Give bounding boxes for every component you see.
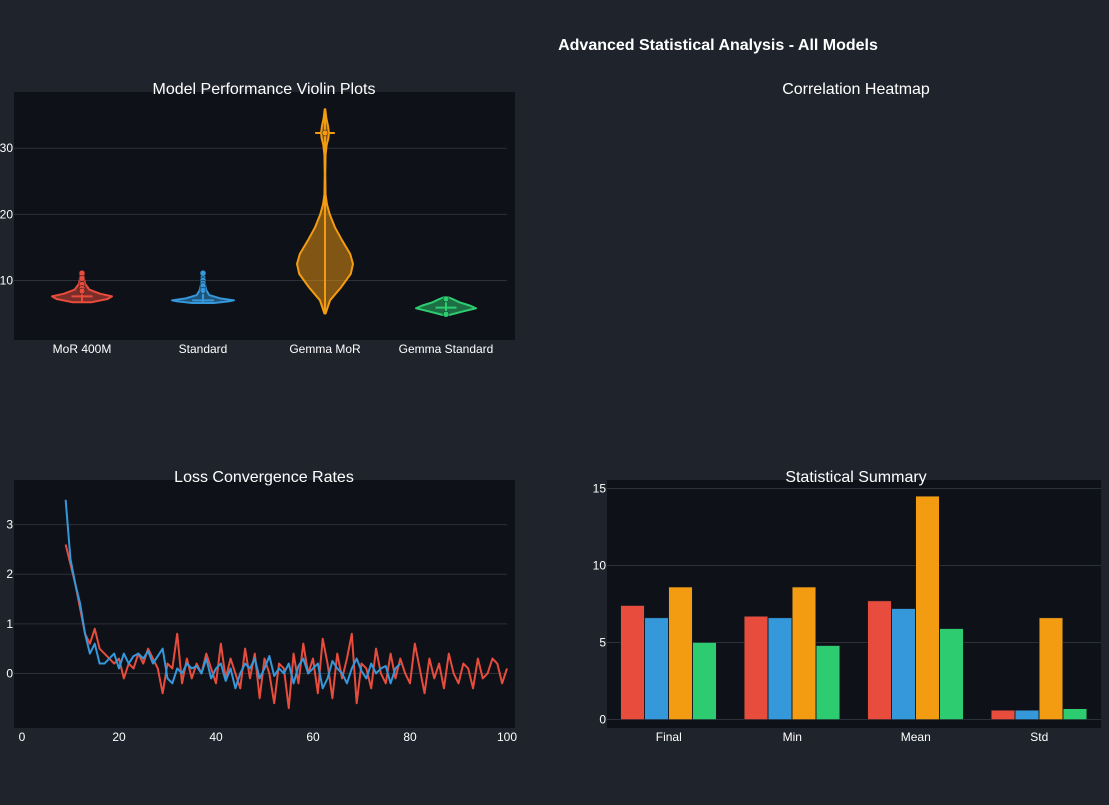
summary-x-tick-label: Std	[1030, 730, 1048, 744]
summary-bar	[792, 586, 816, 720]
violin-outlier-point	[442, 310, 450, 318]
violin-x-tick-label: MoR 400M	[53, 342, 112, 356]
summary-bar	[939, 628, 964, 720]
summary-y-tick-label: 5	[599, 636, 606, 650]
loss-y-tick-label: 0	[6, 666, 13, 680]
summary-y-tick-label: 0	[599, 713, 606, 727]
loss-lines	[64, 499, 508, 710]
violin-y-axis: 10 20 30	[0, 141, 13, 287]
summary-bar	[644, 617, 669, 720]
summary-bars	[620, 495, 1087, 720]
summary-bar	[692, 642, 717, 720]
violin-panel: 10 20 30 MoR 400M Standard Gemma MoR Gemma St…	[0, 81, 515, 356]
heatmap-title: Correlation Heatmap	[782, 81, 930, 98]
violin-outlier-point	[199, 269, 207, 277]
summary-y-tick-label: 10	[593, 558, 607, 572]
summary-bar	[1015, 710, 1039, 720]
violin-outlier-point	[442, 295, 450, 303]
summary-bar	[915, 495, 940, 720]
summary-bar	[768, 617, 792, 720]
violin-title: Model Performance Violin Plots	[153, 81, 376, 98]
heatmap-panel: Correlation Heatmap	[782, 81, 930, 98]
summary-bar	[991, 710, 1015, 720]
loss-plot-area	[14, 480, 515, 728]
violin-x-tick-label: Gemma Standard	[399, 342, 494, 356]
summary-bar	[867, 600, 892, 720]
dashboard-title: Advanced Statistical Analysis - All Mode…	[558, 37, 878, 54]
summary-bar	[668, 586, 693, 720]
violin-gridlines	[14, 147, 507, 281]
summary-y-tick-label: 15	[593, 481, 607, 495]
summary-bar	[816, 645, 840, 720]
loss-gridlines	[14, 524, 507, 674]
summary-bar	[1039, 617, 1063, 720]
loss-x-tick-label: 40	[209, 730, 223, 744]
summary-x-axis: Final Min Mean Std	[656, 730, 1049, 744]
violin-outlier-point	[78, 287, 86, 295]
violin-marks	[51, 108, 477, 318]
violin-outlier-point	[78, 275, 86, 282]
summary-panel: 0 5 10 15 Final Min Mean Std Statistical Summa…	[593, 469, 1101, 744]
summary-bar	[891, 608, 916, 720]
loss-y-axis: 0 1 2 3	[6, 518, 13, 681]
violin-y-tick-label: 20	[0, 207, 13, 221]
loss-x-tick-label: 100	[497, 730, 517, 744]
summary-bar	[1063, 708, 1087, 720]
loss-y-tick-label: 3	[6, 518, 13, 532]
violin-x-tick-label: Gemma MoR	[289, 342, 361, 356]
loss-x-tick-label: 0	[19, 730, 26, 744]
loss-title: Loss Convergence Rates	[174, 469, 354, 486]
summary-x-tick-label: Min	[783, 730, 802, 744]
violin-x-tick-label: Standard	[179, 342, 228, 356]
violin-outlier-point	[321, 129, 329, 137]
summary-bar	[744, 616, 768, 720]
violin-outlier-point	[199, 287, 207, 294]
loss-x-axis: 0 20 40 60 80 100	[19, 730, 518, 744]
loss-panel: 0 1 2 3 0 20 40 60 80 100 Loss Convergence Rates	[6, 469, 517, 744]
loss-x-tick-label: 60	[306, 730, 320, 744]
loss-y-tick-label: 1	[6, 617, 13, 631]
summary-bar	[620, 605, 645, 720]
violin-y-tick-label: 30	[0, 141, 13, 155]
summary-x-tick-label: Mean	[901, 730, 931, 744]
summary-y-axis: 0 5 10 15	[593, 481, 607, 726]
loss-series-line	[64, 499, 402, 690]
violin-y-tick-label: 10	[0, 273, 13, 287]
violin-x-axis: MoR 400M Standard Gemma MoR Gemma Standard	[53, 342, 494, 356]
loss-x-tick-label: 20	[112, 730, 126, 744]
summary-title: Statistical Summary	[785, 469, 926, 486]
loss-x-tick-label: 80	[403, 730, 417, 744]
loss-y-tick-label: 2	[6, 567, 13, 581]
summary-x-tick-label: Final	[656, 730, 682, 744]
